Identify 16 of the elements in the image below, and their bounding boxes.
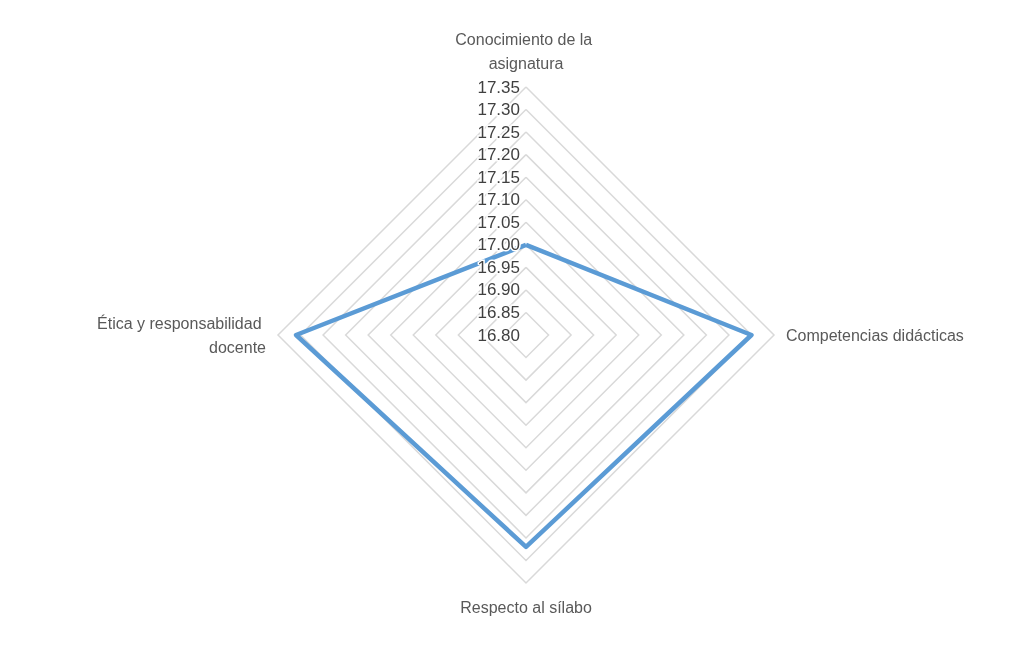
spoke-label: Conocimiento de la asignatura	[455, 30, 597, 72]
y-tick-label: 17.35	[477, 77, 520, 97]
y-tick-label: 17.25	[477, 122, 520, 142]
y-tick-label: 16.85	[477, 302, 520, 322]
y-tick-label: 17.00	[477, 235, 520, 255]
y-tick-label: 17.15	[477, 167, 520, 187]
y-tick-label: 17.05	[477, 212, 520, 232]
y-tick-label: 16.90	[477, 280, 520, 300]
y-tick-label: 17.20	[477, 145, 520, 165]
y-tick-label: 17.30	[477, 100, 520, 120]
spoke-label: Respecto al sílabo	[460, 598, 592, 616]
y-tick-label: 16.95	[477, 257, 520, 277]
y-tick-label: 17.10	[477, 190, 520, 210]
spoke-label: Ética y responsabilidad docente	[97, 313, 267, 356]
spoke-label: Competencias didácticas	[786, 326, 964, 344]
y-tick-label: 16.80	[477, 325, 520, 345]
